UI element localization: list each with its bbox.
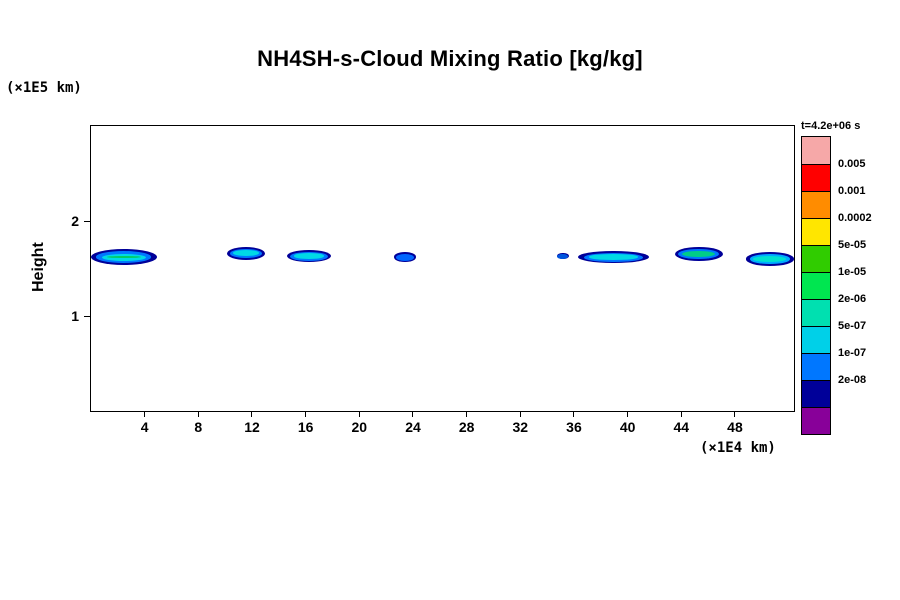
cloud-layer	[395, 253, 414, 261]
colorbar-level-label: 0.001	[838, 185, 866, 197]
colorbar-segment	[802, 164, 830, 191]
colorbar-segment	[802, 191, 830, 218]
x-tick-mark	[466, 411, 468, 417]
colorbar-segment	[802, 137, 830, 164]
cloud-blob	[674, 247, 723, 262]
y-tick-label: 1	[71, 308, 79, 324]
colorbar-segment	[802, 299, 830, 326]
colorbar-level-label: 0.005	[838, 158, 866, 170]
x-tick-label: 36	[566, 419, 582, 435]
x-tick-label: 32	[512, 419, 529, 435]
y-tick-mark	[84, 315, 90, 317]
colorbar-level-label: 1e-07	[838, 347, 867, 359]
cloud-layer	[682, 251, 716, 258]
x-tick-label: 4	[140, 419, 149, 435]
cloud-layer	[589, 254, 638, 260]
cloud-blob	[91, 249, 157, 266]
x-tick-mark	[197, 411, 199, 417]
cloud-layer	[293, 253, 325, 259]
cloud-blob	[556, 252, 569, 260]
colorbar-level-label: 2e-06	[838, 293, 867, 305]
y-axis-unit-label: (×1E5 km)	[6, 80, 82, 96]
cloud-blob	[578, 250, 650, 264]
x-tick-label: 8	[194, 419, 203, 435]
x-tick-label: 48	[727, 419, 743, 435]
colorbar-segment	[802, 326, 830, 353]
x-tick-mark	[519, 411, 521, 417]
x-tick-mark	[573, 411, 575, 417]
y-tick-label: 2	[71, 213, 79, 229]
plot-area: 4 8 12 16 20 24 28 32 36 40 44 48 1 2	[71, 125, 795, 435]
y-axis-title: Height	[30, 242, 47, 292]
colorbar-level-label: 0.0002	[838, 212, 872, 224]
colorbar-level-label: 1e-05	[838, 266, 867, 278]
cloud-blob	[394, 252, 416, 262]
x-tick-mark	[358, 411, 360, 417]
cloud-layer	[753, 256, 787, 262]
x-tick-label: 20	[351, 419, 368, 435]
x-tick-label: 28	[458, 419, 475, 435]
x-tick-mark	[627, 411, 629, 417]
colorbar-segment	[802, 407, 830, 434]
colorbar-segment	[802, 272, 830, 299]
x-tick-mark	[680, 411, 682, 417]
x-tick-label: 12	[244, 419, 260, 435]
chart-title: NH4SH-s-Cloud Mixing Ratio [kg/kg]	[257, 46, 643, 71]
cloud-blob	[745, 252, 794, 266]
x-tick-label: 44	[673, 419, 690, 435]
cloud-blob	[226, 246, 266, 260]
y-tick-mark	[84, 220, 90, 222]
cloud-layer	[557, 253, 568, 259]
colorbar-level-label: 5e-05	[838, 239, 867, 251]
x-tick-mark	[412, 411, 414, 417]
cloud-layer	[106, 255, 141, 259]
colorbar-level-label: 5e-07	[838, 320, 867, 332]
x-tick-mark	[734, 411, 736, 417]
colorbar-segment	[802, 353, 830, 380]
colorbar: 0.005 0.001 0.0002 5e-05 1e-05 2e-06 5e-07 1e-0…	[801, 136, 872, 435]
colorbar-segment	[802, 245, 830, 272]
x-tick-label: 16	[297, 419, 314, 435]
x-tick-label: 24	[405, 419, 421, 435]
colorbar-time-label: t=4.2e+06 s	[801, 120, 861, 132]
colorbar-segment	[802, 380, 830, 407]
x-tick-label: 40	[619, 419, 636, 435]
cloud-layer	[232, 250, 260, 257]
x-tick-mark	[305, 411, 307, 417]
colorbar-level-label: 2e-08	[838, 374, 867, 386]
colorbar-segment	[802, 218, 830, 245]
x-tick-mark	[251, 411, 253, 417]
x-tick-mark	[144, 411, 146, 417]
x-axis-unit-label: (×1E4 km)	[700, 440, 776, 456]
cloud-blob	[286, 249, 332, 263]
